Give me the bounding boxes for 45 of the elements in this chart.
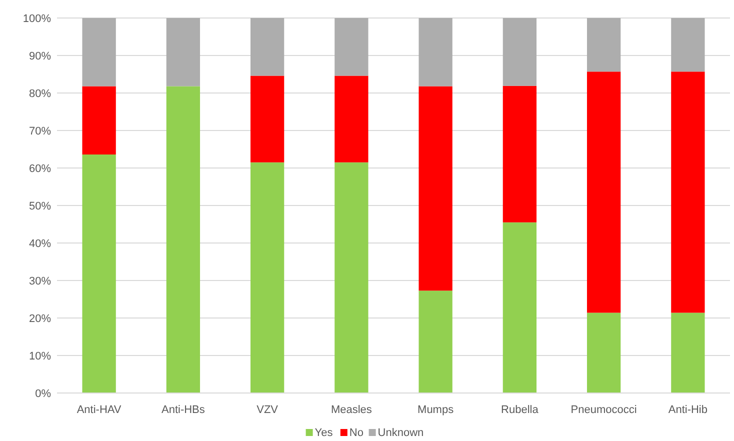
bar — [334, 18, 368, 76]
bar — [671, 18, 705, 72]
y-tick-label: 90% — [28, 50, 52, 62]
x-tick-label: VZV — [256, 404, 279, 416]
bar — [250, 18, 284, 76]
y-tick-label: 100% — [22, 12, 52, 25]
bar — [166, 18, 200, 86]
y-tick-label: 80% — [28, 88, 52, 100]
legend-label: Yes — [314, 427, 334, 439]
x-tick-label: Rubella — [501, 404, 540, 416]
y-tick-label: 0% — [35, 388, 52, 400]
bar — [586, 312, 621, 393]
legend-label: No — [349, 427, 364, 439]
y-tick-label: 70% — [28, 125, 52, 138]
y-tick-label: 60% — [28, 162, 52, 175]
y-tick-label: 50% — [28, 200, 52, 212]
bar — [166, 86, 200, 393]
bar — [82, 86, 116, 154]
bar — [502, 18, 537, 86]
bar — [502, 86, 537, 222]
bar — [82, 154, 116, 393]
legend-label: Unknown — [378, 427, 424, 439]
y-tick-label: 40% — [28, 238, 52, 250]
y-tick-label: 30% — [28, 275, 52, 288]
bar — [82, 18, 116, 86]
bar — [586, 18, 621, 72]
bar — [418, 18, 452, 86]
x-tick-label: Anti-HAV — [76, 404, 122, 416]
bar — [250, 162, 284, 393]
x-tick-label: Anti-Hib — [668, 404, 708, 416]
bar — [418, 86, 452, 291]
bar — [418, 290, 452, 393]
x-tick-label: Measles — [330, 404, 372, 416]
bar — [671, 72, 705, 313]
bar — [502, 222, 537, 393]
bar — [250, 76, 284, 162]
bar — [334, 76, 368, 162]
x-tick-label: Mumps — [418, 404, 454, 416]
bar — [586, 72, 621, 313]
y-tick-label: 20% — [28, 312, 52, 325]
y-tick-label: 10% — [28, 350, 52, 362]
x-tick-label: Pneumococci — [570, 404, 637, 416]
bar — [334, 162, 368, 393]
bar — [671, 312, 705, 393]
x-tick-label: Anti-HBs — [161, 404, 206, 416]
